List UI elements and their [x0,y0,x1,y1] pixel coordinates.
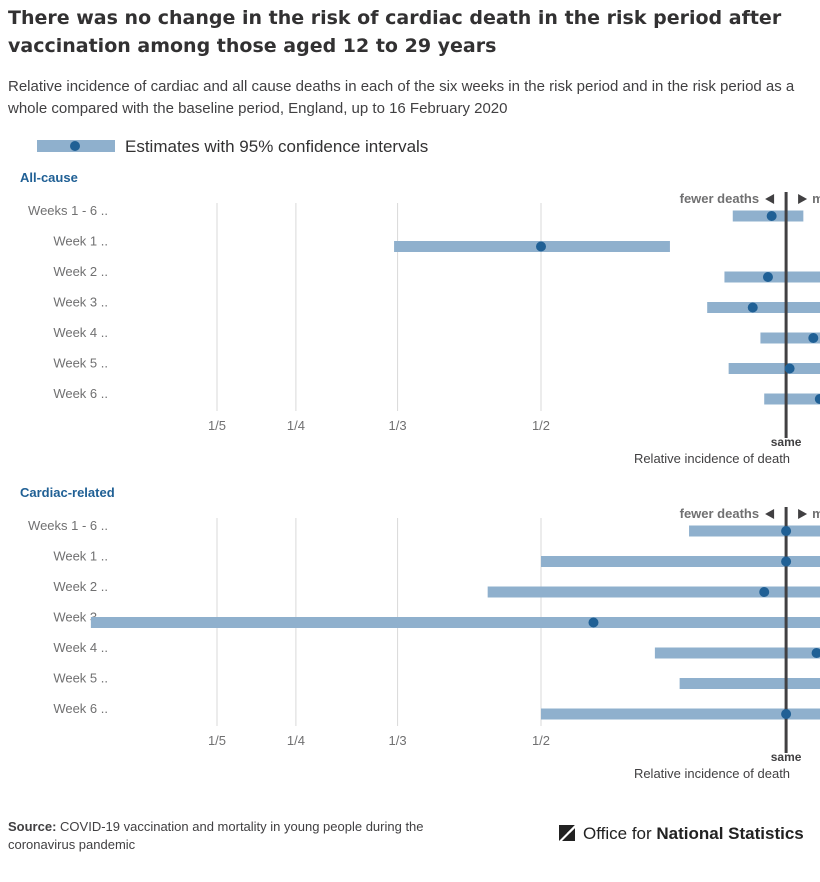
estimate-point [808,333,819,343]
x-tick-label: 1/5 [208,418,226,433]
ons-logo-text-bold: National Statistics [656,824,804,843]
reference-label: same [771,750,802,764]
x-tick-label: 1/3 [389,733,407,748]
confidence-interval-bar [689,525,820,537]
legend-estimate-swatch [70,141,80,151]
row-label: Week 1 .. [53,234,108,249]
ons-logo-text-light: Office for [583,824,652,843]
confidence-interval-bar [487,586,820,598]
row-label: Week 5 .. [53,671,108,686]
x-tick-label: 1/4 [287,733,305,748]
row-label: Weeks 1 - 6 .. [28,518,108,533]
confidence-interval-bar [541,708,820,720]
estimate-point [762,272,773,282]
arrow-right-icon [798,194,808,204]
panel-cardiac-related: Cardiac-related 1/51/41/31/22xWeeks 1 - … [0,485,820,803]
x-axis-title: Relative incidence of death [634,451,790,466]
confidence-interval-bar [90,617,820,628]
confidence-interval-bar [760,332,820,344]
chart-title: There was no change in the risk of cardi… [8,7,782,57]
arrow-right-icon [798,509,808,519]
estimate-point [536,241,546,252]
x-tick-label: 1/2 [532,733,550,748]
estimate-point [781,709,792,719]
x-axis-title: Relative incidence of death [634,766,790,781]
source-text: COVID-19 vaccination and mortality in yo… [8,819,424,852]
panel-title: All-cause [20,170,78,185]
confidence-interval-bar [679,678,820,689]
row-label: Week 2 .. [53,579,108,594]
estimate-point [781,556,792,567]
direction-label-more: more deaths [812,191,820,206]
estimate-point [811,648,820,658]
x-tick-label: 1/4 [287,418,305,433]
confidence-interval-bar [707,302,820,313]
row-label: Week 2 .. [53,264,108,279]
estimate-point [759,587,770,597]
forest-plot-all-cause: 1/51/41/31/22xWeeks 1 - 6 ..Week 1 ..Wee… [28,191,820,466]
arrow-left-icon [765,509,775,519]
source-label: Source: [8,819,57,834]
arrow-left-icon [765,194,775,204]
estimate-point [747,302,758,313]
confidence-interval-bar [764,393,820,405]
x-tick-label: 1/5 [208,733,226,748]
estimate-point [781,526,792,536]
row-label: Week 3 .. [53,295,108,310]
legend-label: Estimates with 95% confidence intervals [125,137,429,156]
direction-label-fewer: fewer deaths [680,506,759,521]
estimate-point [766,211,777,221]
forest-plot-cardiac-related: 1/51/41/31/22xWeeks 1 - 6 ..Week 1 ..Wee… [28,506,820,781]
row-label: Week 5 .. [53,356,108,371]
direction-label-fewer: fewer deaths [680,191,759,206]
x-tick-label: 1/3 [389,418,407,433]
direction-label-more: more deaths [812,506,820,521]
confidence-interval-bar [654,647,820,659]
confidence-interval-bar [728,363,820,374]
row-label: Week 6 .. [53,386,108,401]
row-label: Week 6 .. [53,701,108,716]
source-note: Source: COVID-19 vaccination and mortali… [8,818,488,854]
ons-logo-icon [559,825,575,841]
panel-all-cause: All-cause 1/51/41/31/22xWeeks 1 - 6 ..We… [0,170,820,488]
estimate-point [814,394,820,404]
row-label: Week 4 .. [53,325,108,340]
estimate-point [784,363,795,374]
chart-subtitle: Relative incidence of cardiac and all ca… [8,78,795,117]
confidence-interval-bar [394,241,670,252]
x-tick-label: 1/2 [532,418,550,433]
row-label: Week 4 .. [53,640,108,655]
panel-title: Cardiac-related [20,485,115,500]
confidence-interval-bar [541,556,820,567]
row-label: Weeks 1 - 6 .. [28,203,108,218]
estimate-point [588,617,599,628]
ons-logo-text: Office for National Statistics [583,822,804,846]
row-label: Week 1 .. [53,549,108,564]
reference-label: same [771,435,802,449]
